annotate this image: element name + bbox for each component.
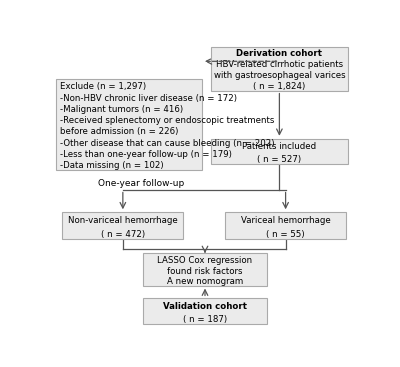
Text: ( n = 187): ( n = 187)	[183, 315, 227, 324]
Text: found risk factors: found risk factors	[167, 266, 243, 276]
Text: ( n = 527): ( n = 527)	[257, 155, 302, 164]
Text: before admission (n = 226): before admission (n = 226)	[60, 127, 178, 137]
Text: One-year follow-up: One-year follow-up	[98, 179, 184, 188]
Text: LASSO Cox regression: LASSO Cox regression	[158, 256, 252, 265]
Text: ( n = 472): ( n = 472)	[101, 230, 145, 239]
FancyBboxPatch shape	[143, 253, 267, 286]
Text: ( n = 55): ( n = 55)	[266, 230, 305, 239]
FancyBboxPatch shape	[62, 212, 183, 239]
Text: Exclude (n = 1,297): Exclude (n = 1,297)	[60, 82, 146, 91]
Text: Non-variceal hemorrhage: Non-variceal hemorrhage	[68, 217, 178, 225]
FancyBboxPatch shape	[211, 139, 348, 164]
FancyBboxPatch shape	[143, 298, 267, 324]
Text: -Less than one-year follow-up (n = 179): -Less than one-year follow-up (n = 179)	[60, 150, 232, 159]
Text: -Other disease that can cause bleeding (n = 202): -Other disease that can cause bleeding (…	[60, 139, 274, 148]
FancyBboxPatch shape	[211, 47, 348, 91]
Text: -Malignant tumors (n = 416): -Malignant tumors (n = 416)	[60, 105, 183, 114]
FancyBboxPatch shape	[56, 79, 202, 170]
Text: -Data missing (n = 102): -Data missing (n = 102)	[60, 161, 164, 170]
Text: Derivation cohort: Derivation cohort	[236, 50, 322, 58]
Text: with gastroesophageal varices: with gastroesophageal varices	[214, 72, 345, 80]
Text: HBV-related cirrhotic patients: HBV-related cirrhotic patients	[216, 61, 343, 69]
Text: Validation cohort: Validation cohort	[163, 302, 247, 311]
Text: Patients included: Patients included	[242, 142, 316, 152]
FancyBboxPatch shape	[225, 212, 346, 239]
Text: ( n = 1,824): ( n = 1,824)	[253, 82, 306, 91]
Text: -Received splenectomy or endoscopic treatments: -Received splenectomy or endoscopic trea…	[60, 116, 274, 125]
Text: -Non-HBV chronic liver disease (n = 172): -Non-HBV chronic liver disease (n = 172)	[60, 94, 237, 102]
Text: Variceal hemorrhage: Variceal hemorrhage	[241, 217, 330, 225]
Text: A new nomogram: A new nomogram	[167, 277, 243, 286]
